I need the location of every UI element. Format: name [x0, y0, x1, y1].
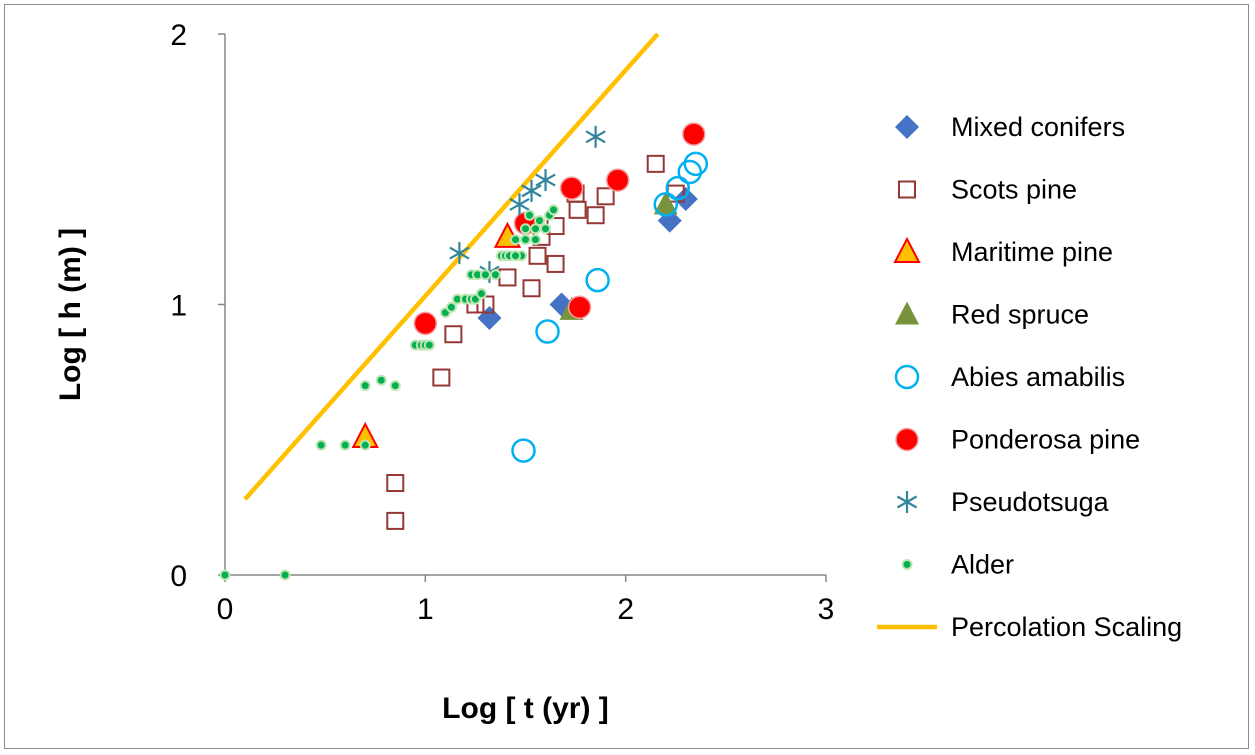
- legend-marker-red-spruce: [895, 301, 919, 325]
- alder-point: [219, 569, 231, 581]
- alder-point: [315, 439, 327, 451]
- legend-marker-alder: [901, 559, 913, 570]
- legend-label-red-spruce: Red spruce: [951, 300, 1089, 330]
- alder-point: [524, 209, 536, 221]
- scots-pine-point: [568, 200, 587, 219]
- alder-point: [530, 234, 542, 246]
- y-tick-label: 1: [170, 290, 187, 323]
- legend-label-abies-amabilis: Abies amabilis: [951, 362, 1125, 392]
- legend-label-percolation-scaling: Percolation Scaling: [951, 612, 1182, 642]
- ponderosa-pine-point: [413, 311, 438, 336]
- scots-pine-point: [522, 279, 541, 298]
- star-stroke: [509, 197, 530, 211]
- alder-point: [359, 380, 371, 392]
- scots-pine-point: [386, 511, 405, 530]
- alder-point: [509, 234, 521, 246]
- abies-amabilis-point: [683, 151, 709, 177]
- alder-point: [475, 288, 487, 300]
- legend-label-alder: Alder: [951, 550, 1014, 580]
- legend-marker-abies-amabilis: [894, 364, 920, 390]
- alder-point: [389, 380, 401, 392]
- data-points-layer: [219, 122, 709, 581]
- alder-point: [445, 301, 457, 313]
- percolation-scaling-line: [243, 32, 660, 501]
- abies-amabilis-point: [535, 319, 560, 344]
- alder-point: [423, 339, 435, 351]
- axes: [218, 33, 827, 582]
- star-stroke: [535, 173, 556, 187]
- legend-label-maritime-pine: Maritime pine: [951, 237, 1113, 267]
- x-tick-label: 1: [417, 593, 434, 626]
- abies-amabilis-point: [677, 159, 703, 185]
- pseudotsuga-point: [535, 169, 556, 192]
- pseudotsuga-point: [509, 193, 530, 216]
- scots-pine-point: [498, 268, 517, 287]
- scots-pine-point: [444, 325, 463, 344]
- legend-label-ponderosa-pine: Ponderosa pine: [951, 425, 1140, 455]
- legend-marker-scots-pine: [898, 180, 916, 199]
- legend-marker-maritime-pine: [893, 236, 921, 263]
- scots-pine-point: [586, 206, 605, 225]
- red-spruce-point: [653, 191, 678, 215]
- tick-labels: 0 1 2 3 0 1 2: [170, 19, 834, 626]
- scatter-chart: 0 1 2 3 0 1 2 Log [ t (yr) ] Log [ h (m) ] Mix…: [54, 19, 1182, 725]
- y-tick-label: 2: [170, 19, 187, 52]
- abies-amabilis-point: [653, 192, 678, 217]
- chart-frame: 0 1 2 3 0 1 2 Log [ t (yr) ] Log [ h (m) ] Mix…: [4, 4, 1249, 749]
- scots-pine-point: [646, 154, 665, 173]
- alder-point: [540, 223, 552, 235]
- alder-point: [509, 250, 521, 262]
- abies-amabilis-point: [511, 438, 536, 463]
- star-stroke: [585, 130, 606, 144]
- x-axis-title: Log [ t (yr) ]: [442, 692, 609, 725]
- alder-point: [339, 439, 351, 451]
- star-stroke: [896, 495, 918, 509]
- x-tick-label: 2: [617, 593, 634, 626]
- alder-point: [534, 215, 546, 227]
- y-tick-label: 0: [170, 560, 187, 593]
- alder-point: [279, 569, 291, 581]
- ponderosa-pine-point: [682, 122, 706, 146]
- alder-point: [548, 204, 560, 216]
- ponderosa-pine-point: [605, 168, 630, 192]
- pseudotsuga-point: [585, 125, 606, 148]
- x-tick-label: 3: [818, 593, 835, 626]
- pseudotsuga-point: [449, 242, 470, 265]
- y-axis-title: Log [ h (m) ]: [54, 228, 87, 401]
- mixed-conifers-point: [673, 187, 698, 212]
- mixed-conifers-point: [477, 306, 502, 331]
- scots-pine-point: [386, 474, 405, 493]
- legend-marker-ponderosa-pine: [895, 427, 919, 452]
- alder-point: [375, 374, 387, 386]
- percolation-line-layer: [243, 32, 660, 501]
- abies-amabilis-point: [665, 175, 691, 201]
- star-stroke: [449, 246, 470, 260]
- alder-point: [479, 269, 491, 281]
- legend-label-scots-pine: Scots pine: [951, 175, 1077, 205]
- legend-label-mixed-conifers: Mixed conifers: [951, 112, 1125, 142]
- alder-point: [359, 439, 371, 451]
- star-stroke: [521, 184, 542, 198]
- scots-pine-point: [528, 246, 547, 265]
- legend-marker-pseudotsuga: [896, 491, 918, 513]
- pseudotsuga-point: [521, 179, 542, 202]
- scots-pine-point: [596, 187, 615, 206]
- scots-pine-point: [432, 368, 451, 387]
- abies-amabilis-point: [585, 267, 610, 293]
- scots-pine-point: [546, 254, 565, 273]
- ponderosa-pine-point: [567, 295, 592, 319]
- alder-point: [520, 234, 531, 246]
- legend: Mixed conifers Scots pine Maritime pine Red…: [877, 112, 1182, 642]
- ponderosa-pine-point: [559, 176, 584, 200]
- alder-point: [489, 269, 501, 281]
- alder-point: [520, 223, 531, 235]
- x-tick-label: 0: [217, 593, 234, 626]
- legend-label-pseudotsuga: Pseudotsuga: [951, 487, 1110, 517]
- legend-marker-mixed-conifers: [895, 115, 919, 139]
